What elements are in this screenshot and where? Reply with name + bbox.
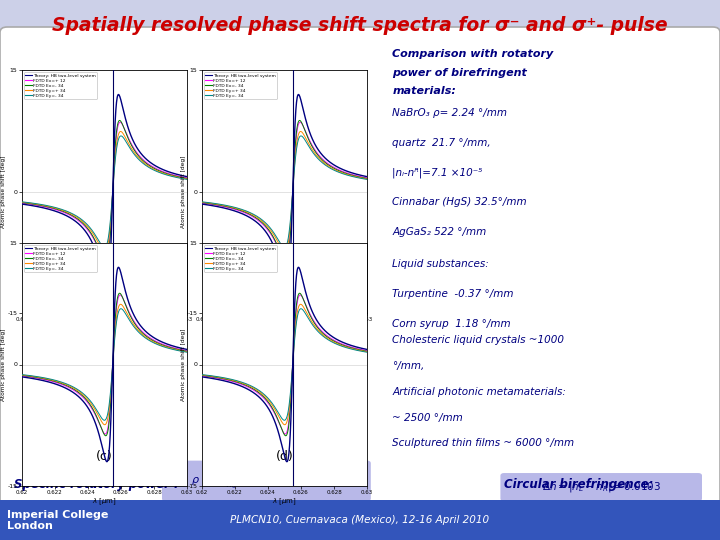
Text: Turpentine  -0.37 °/mm: Turpentine -0.37 °/mm bbox=[392, 289, 514, 299]
Text: (b): (b) bbox=[276, 278, 293, 291]
Text: (d): (d) bbox=[276, 450, 293, 463]
Text: Specific rotatory power :: Specific rotatory power : bbox=[14, 478, 179, 491]
X-axis label: $\lambda$ [$\mu$m]: $\lambda$ [$\mu$m] bbox=[92, 324, 117, 334]
FancyBboxPatch shape bbox=[500, 473, 702, 501]
Text: (c): (c) bbox=[96, 450, 113, 463]
Text: Sculptured thin films ~ 6000 °/mm: Sculptured thin films ~ 6000 °/mm bbox=[392, 438, 575, 449]
Text: Liquid substances:: Liquid substances: bbox=[392, 259, 489, 269]
Text: Corn syrup  1.18 °/mm: Corn syrup 1.18 °/mm bbox=[392, 319, 511, 329]
FancyBboxPatch shape bbox=[162, 461, 371, 501]
Text: AgGaS₂ 522 °/mm: AgGaS₂ 522 °/mm bbox=[392, 227, 487, 237]
X-axis label: $\lambda$ [$\mu$m]: $\lambda$ [$\mu$m] bbox=[272, 497, 297, 507]
Text: quartz  21.7 °/mm,: quartz 21.7 °/mm, bbox=[392, 138, 491, 148]
Legend: Theory: HB two-level system, FDTD Ex=+ 12, FDTD Ex=- 34, FDTD Ey=+ 34, FDTD Ey=-: Theory: HB two-level system, FDTD Ex=+ 1… bbox=[204, 245, 277, 272]
Y-axis label: Atomic phase shift [deg]: Atomic phase shift [deg] bbox=[181, 156, 186, 228]
Legend: Theory: HB two-level system, FDTD Ex=+ 12, FDTD Ex=- 34, FDTD Ey=+ 34, FDTD Ey=-: Theory: HB two-level system, FDTD Ex=+ 1… bbox=[24, 72, 97, 99]
Text: $\rho = \frac{\pi(n_L - n_R)}{\lambda_0} \sim 2962.24°/mm$: $\rho = \frac{\pi(n_L - n_R)}{\lambda_0}… bbox=[191, 469, 342, 492]
Text: °/mm,: °/mm, bbox=[392, 361, 425, 371]
Y-axis label: Atomic phase shift [deg]: Atomic phase shift [deg] bbox=[181, 328, 186, 401]
Text: |nₗ-nᴿ|=7.1 ×10⁻⁵: |nₗ-nᴿ|=7.1 ×10⁻⁵ bbox=[392, 167, 483, 178]
X-axis label: $\lambda$ [$\mu$m]: $\lambda$ [$\mu$m] bbox=[92, 497, 117, 507]
Text: Spatially resolved phase shift spectra for σ⁻ and σ⁺- pulse: Spatially resolved phase shift spectra f… bbox=[52, 16, 668, 35]
Text: NaBrO₃ ρ= 2.24 °/mm: NaBrO₃ ρ= 2.24 °/mm bbox=[392, 108, 508, 118]
Text: materials:: materials: bbox=[392, 86, 456, 97]
Legend: Theory: HB two-level system, FDTD Ex=+ 12, FDTD Ex=- 34, FDTD Ey=+ 34, FDTD Ey=-: Theory: HB two-level system, FDTD Ex=+ 1… bbox=[204, 72, 277, 99]
Text: Cinnabar (HgS) 32.5°/mm: Cinnabar (HgS) 32.5°/mm bbox=[392, 197, 527, 207]
Legend: Theory: HB two-level system, FDTD Ex=+ 12, FDTD Ex=- 34, FDTD Ey=+ 34, FDTD Ey=-: Theory: HB two-level system, FDTD Ex=+ 1… bbox=[24, 245, 97, 272]
X-axis label: $\lambda$ [$\mu$m]: $\lambda$ [$\mu$m] bbox=[272, 324, 297, 334]
Y-axis label: Atomic phase shift [deg]: Atomic phase shift [deg] bbox=[1, 328, 6, 401]
Text: power of birefringent: power of birefringent bbox=[392, 68, 527, 78]
Text: London: London bbox=[7, 521, 53, 531]
Text: Comparison with rotatory: Comparison with rotatory bbox=[392, 49, 554, 59]
Text: Circular birefringence:: Circular birefringence: bbox=[504, 478, 653, 491]
Text: Artificial photonic metamaterials:: Artificial photonic metamaterials: bbox=[392, 387, 566, 397]
FancyBboxPatch shape bbox=[0, 27, 720, 508]
Text: $\Delta n = |n_L - n_R| = 0.0103$: $\Delta n = |n_L - n_R| = 0.0103$ bbox=[541, 480, 661, 494]
Text: PLMCN10, Cuernavaca (Mexico), 12-16 April 2010: PLMCN10, Cuernavaca (Mexico), 12-16 Apri… bbox=[230, 515, 490, 525]
Bar bbox=[0, 500, 720, 540]
Text: Imperial College: Imperial College bbox=[7, 510, 109, 521]
Text: (a): (a) bbox=[96, 278, 113, 291]
Text: ~ 2500 °/mm: ~ 2500 °/mm bbox=[392, 413, 463, 423]
Text: Cholesteric liquid crystals ~1000: Cholesteric liquid crystals ~1000 bbox=[392, 335, 564, 345]
Y-axis label: Atomic phase shift [deg]: Atomic phase shift [deg] bbox=[1, 156, 6, 228]
